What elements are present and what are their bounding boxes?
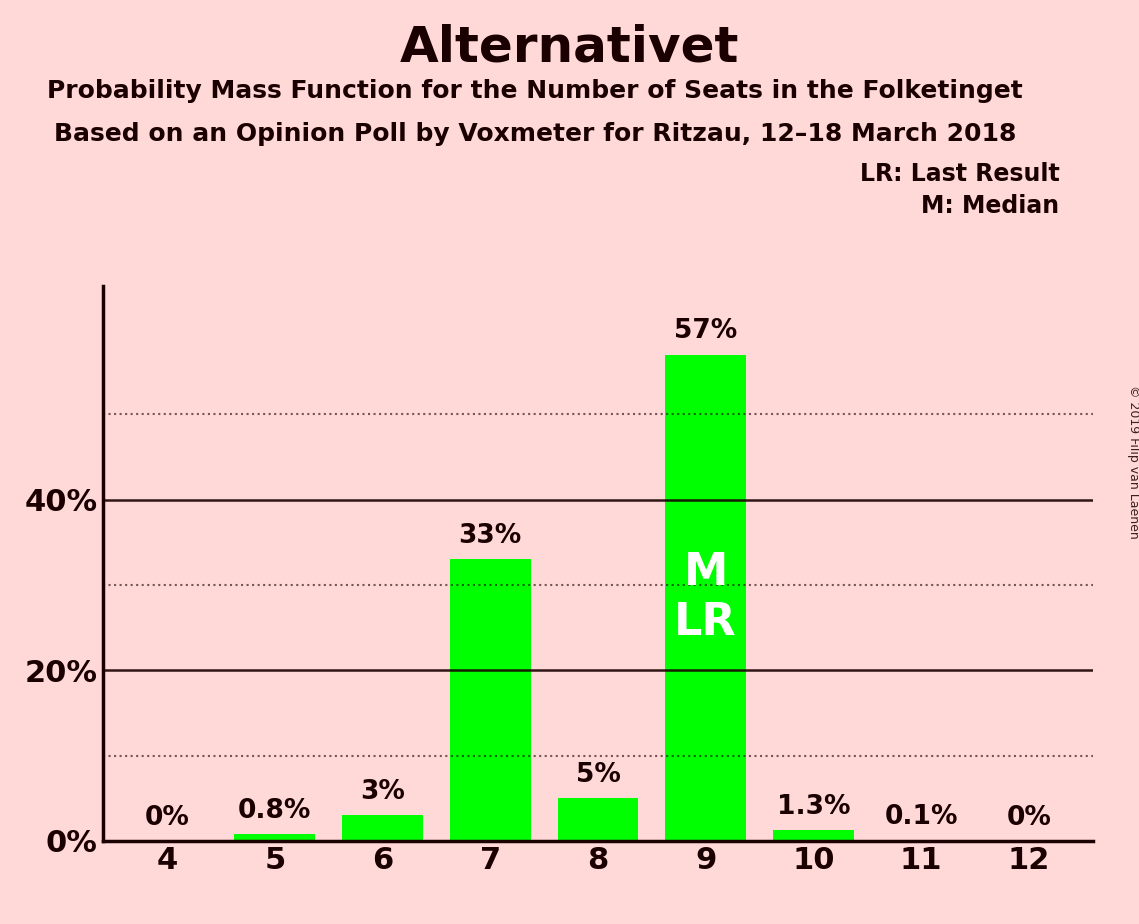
Text: 5%: 5%	[575, 762, 621, 788]
Text: 0%: 0%	[1007, 805, 1051, 831]
Text: 0%: 0%	[145, 805, 189, 831]
Text: Alternativet: Alternativet	[400, 23, 739, 71]
Text: 1.3%: 1.3%	[777, 794, 850, 820]
Bar	[665, 355, 746, 841]
Text: 0.8%: 0.8%	[238, 797, 312, 824]
Text: Probability Mass Function for the Number of Seats in the Folketinget: Probability Mass Function for the Number…	[48, 79, 1023, 103]
Text: 0.1%: 0.1%	[884, 804, 958, 830]
Bar	[773, 830, 854, 841]
Text: LR: Last Result: LR: Last Result	[860, 162, 1059, 186]
Text: Based on an Opinion Poll by Voxmeter for Ritzau, 12–18 March 2018: Based on an Opinion Poll by Voxmeter for…	[55, 122, 1016, 146]
Text: 3%: 3%	[360, 779, 405, 805]
Text: 57%: 57%	[674, 319, 737, 345]
Text: 33%: 33%	[459, 523, 522, 549]
Text: M: Median: M: Median	[921, 194, 1059, 218]
Bar	[558, 798, 638, 841]
Text: M
LR: M LR	[674, 552, 737, 644]
Bar	[342, 815, 423, 841]
Text: © 2019 Filip van Laenen: © 2019 Filip van Laenen	[1126, 385, 1139, 539]
Bar	[450, 559, 531, 841]
Bar	[235, 834, 316, 841]
